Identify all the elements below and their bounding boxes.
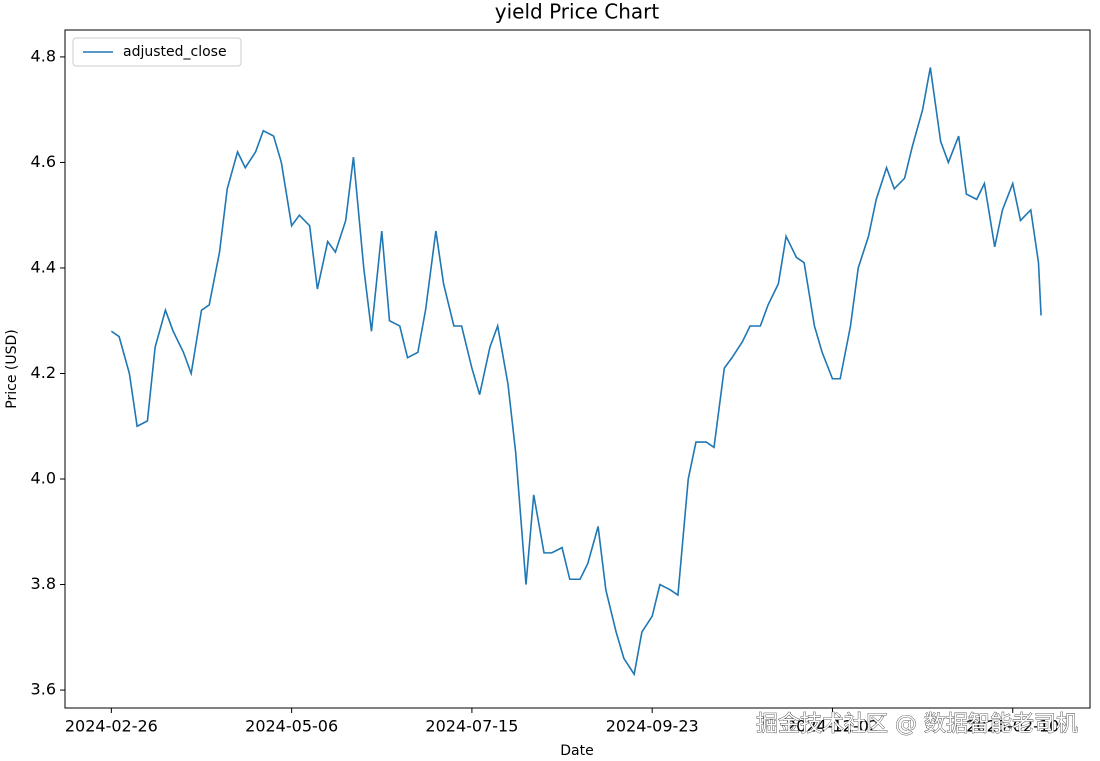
y-tick-label: 4.2 (31, 363, 56, 382)
x-axis-label: Date (560, 743, 593, 759)
y-tick-label: 3.8 (31, 574, 56, 593)
y-tick-label: 4.6 (31, 152, 56, 171)
watermark: 掘金技术社区 @ 数据智能老司机 (756, 712, 1078, 737)
legend-label: adjusted_close (123, 44, 227, 60)
y-tick-label: 4.4 (31, 257, 56, 276)
plot-frame (64, 29, 1091, 709)
x-tick-label: 2024-05-06 (245, 717, 338, 736)
y-axis-label: Price (USD) (4, 329, 20, 408)
y-tick-label: 3.6 (31, 680, 56, 699)
x-tick-label: 2024-09-23 (606, 717, 699, 736)
y-tick-label: 4.8 (31, 46, 56, 65)
chart-title: yield Price Chart (495, 0, 660, 24)
legend-box (72, 37, 242, 67)
legend: adjusted_close (72, 37, 242, 67)
x-tick-label: 2025-02-10 (966, 717, 1059, 736)
y-tick-label: 4.0 (31, 469, 56, 488)
price-line (110, 67, 1042, 677)
x-tick-label: 2024-07-15 (425, 717, 518, 736)
x-tick-label: 2024-12-02 (786, 717, 879, 736)
x-tick-label: 2024-02-26 (65, 717, 158, 736)
